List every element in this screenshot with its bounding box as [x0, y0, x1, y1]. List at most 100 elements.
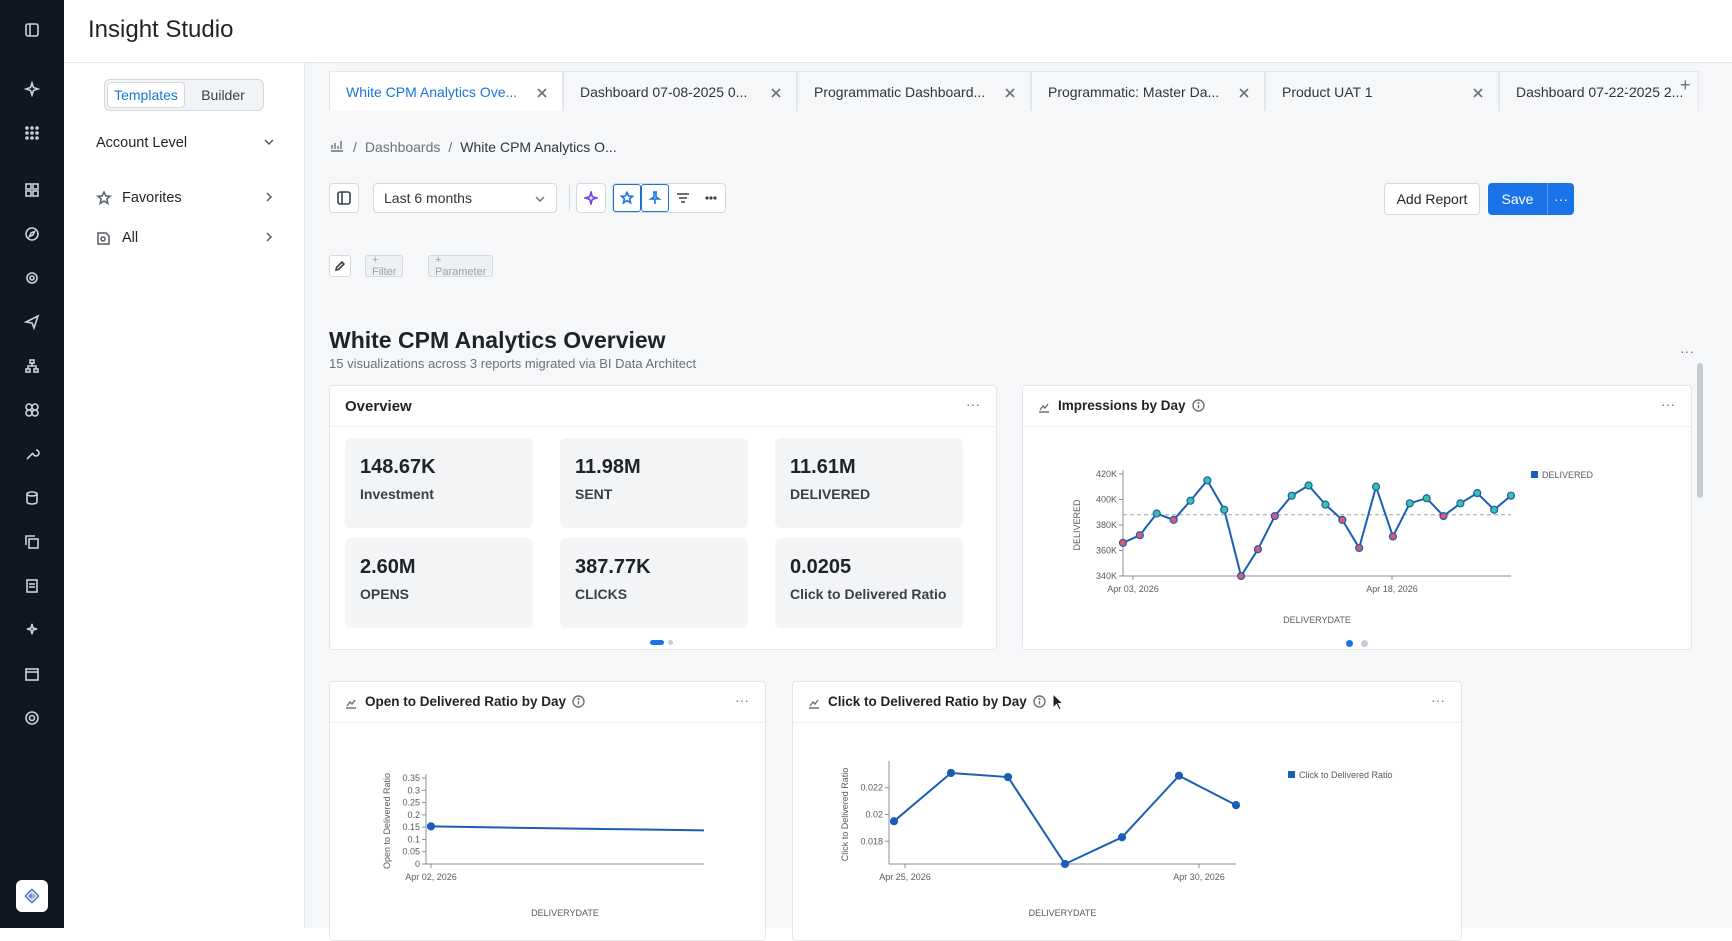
- tab-programmatic-master[interactable]: Programmatic: Master Da...: [1031, 71, 1265, 111]
- impressions-chart: 340K 360K 380K 400K 420K Apr 03, 2026 Apr 18, …: [1072, 469, 1594, 625]
- tab-white-cpm[interactable]: White CPM Analytics Ove...: [329, 71, 563, 111]
- tab-label: Product UAT 1: [1282, 83, 1373, 100]
- data-point: [1287, 491, 1296, 500]
- pagination-dots[interactable]: [1346, 640, 1372, 647]
- scrollbar[interactable]: [1697, 363, 1703, 498]
- chart-home-icon[interactable]: [329, 137, 345, 156]
- y-tick-label: 0.25: [402, 798, 420, 808]
- account-level-dropdown[interactable]: Account Level: [96, 131, 276, 155]
- tab-dashboard-0722[interactable]: Dashboard 07-22-2025 2...: [1499, 71, 1699, 111]
- data-point: [1422, 494, 1431, 503]
- calendar-icon[interactable]: [22, 664, 42, 684]
- account-level-label: Account Level: [96, 135, 188, 151]
- ai-sparkle-button[interactable]: [576, 183, 606, 213]
- legend-swatch: [1288, 771, 1295, 778]
- dashboard-icon[interactable]: [22, 180, 42, 200]
- open-ratio-chart: 0 0.05 0.1 0.15 0.2 0.25 0.3 0.35 Apr 02, 2026 DE…: [382, 773, 704, 918]
- kpi-label: DELIVERED: [790, 486, 871, 502]
- settings-icon[interactable]: [22, 708, 42, 728]
- card-menu-button[interactable]: ···: [1431, 692, 1445, 708]
- data-point: [1174, 771, 1184, 780]
- overview-card: Overview ··· 148.67K Investment 11.98M SEN…: [329, 385, 997, 650]
- close-icon[interactable]: [536, 86, 548, 98]
- apps-grid-icon[interactable]: [22, 123, 42, 143]
- add-filter-button[interactable]: + Filter: [365, 254, 404, 278]
- close-icon[interactable]: [1472, 86, 1484, 98]
- data-point: [1355, 543, 1364, 553]
- builder-toggle[interactable]: Builder: [201, 87, 245, 103]
- tab-programmatic-dashboard[interactable]: Programmatic Dashboard...: [797, 71, 1031, 111]
- data-point: [1118, 538, 1128, 547]
- favorite-star-icon[interactable]: [613, 184, 641, 212]
- info-icon[interactable]: [1191, 399, 1205, 412]
- breadcrumb: / Dashboards / White CPM Analytics O...: [329, 137, 617, 156]
- pin-icon[interactable]: [641, 184, 669, 212]
- sidebar-toggle-icon[interactable]: [22, 20, 42, 40]
- brand-logo-icon[interactable]: [16, 880, 48, 912]
- open-ratio-title: Open to Delivered Ratio by Day: [365, 694, 567, 709]
- wrench-icon[interactable]: [22, 444, 42, 464]
- series-line: [893, 772, 1236, 866]
- save-more-button[interactable]: ···: [1554, 191, 1568, 207]
- y-tick-label: 0.05: [402, 847, 420, 857]
- hierarchy-icon[interactable]: [22, 356, 42, 376]
- add-tab-button[interactable]: +: [1680, 75, 1691, 95]
- save-button[interactable]: Save: [1488, 183, 1548, 215]
- sidebar-item-favorites[interactable]: Favorites: [96, 186, 276, 210]
- card-menu-button[interactable]: ···: [966, 396, 980, 412]
- close-icon[interactable]: [1238, 86, 1250, 98]
- kpi-tile: 11.61M DELIVERED: [775, 438, 963, 528]
- card-menu-button[interactable]: ···: [1661, 396, 1675, 412]
- y-tick-label: 360K: [1096, 546, 1117, 556]
- info-icon[interactable]: [1033, 695, 1046, 708]
- templates-toggle[interactable]: Templates: [107, 82, 185, 108]
- compass-icon[interactable]: [22, 224, 42, 244]
- kpi-tile: 2.60M OPENS: [345, 538, 533, 628]
- data-point: [1456, 499, 1465, 508]
- dashboard-more-button[interactable]: ···: [1680, 343, 1694, 359]
- add-parameter-button[interactable]: + Parameter: [428, 254, 494, 278]
- x-tick-label: Apr 30, 2026: [1173, 872, 1225, 882]
- tabs-overflow-button[interactable]: ···: [1624, 79, 1638, 95]
- save-button-group: Save ···: [1488, 183, 1574, 215]
- y-tick-label: 0.022: [860, 783, 883, 793]
- pagination-dots[interactable]: [650, 640, 677, 645]
- filter-icon[interactable]: [669, 184, 697, 212]
- overview-title: Overview: [345, 398, 412, 415]
- tab-dashboard-0708[interactable]: Dashboard 07-08-2025 0...: [563, 71, 797, 111]
- palette-icon[interactable]: [22, 400, 42, 420]
- y-axis-title: Open to Delivered Ratio: [382, 773, 392, 869]
- breadcrumb-dashboards[interactable]: Dashboards: [364, 138, 441, 155]
- database-icon[interactable]: [22, 488, 42, 508]
- date-range-select[interactable]: Last 6 months: [373, 183, 557, 213]
- info-icon[interactable]: [572, 695, 585, 708]
- collapse-panel-button[interactable]: [329, 183, 359, 213]
- card-title: Overview: [345, 398, 412, 415]
- card-divider: [330, 722, 765, 723]
- x-tick-label: Apr 18, 2026: [1366, 584, 1418, 594]
- app-header: Insight Studio: [64, 0, 1732, 63]
- copy-icon[interactable]: [22, 532, 42, 552]
- series-line: [1123, 478, 1511, 578]
- y-tick-label: 420K: [1096, 469, 1117, 479]
- close-icon[interactable]: [1004, 86, 1016, 98]
- chevron-down-icon: [262, 135, 276, 149]
- legend-label: DELIVERED: [1542, 470, 1594, 480]
- more-options-icon[interactable]: [697, 184, 725, 212]
- tab-product-uat[interactable]: Product UAT 1: [1265, 71, 1499, 111]
- tab-label: White CPM Analytics Ove...: [346, 83, 516, 100]
- sparkle-icon[interactable]: [22, 79, 42, 99]
- magic-icon[interactable]: [22, 620, 42, 640]
- target-icon[interactable]: [22, 268, 42, 288]
- card-menu-button[interactable]: ···: [735, 692, 749, 708]
- date-range-value: Last 6 months: [384, 190, 472, 206]
- edit-pencil-icon[interactable]: [329, 255, 351, 277]
- send-icon[interactable]: [22, 312, 42, 332]
- kpi-label: OPENS: [360, 586, 410, 602]
- add-report-button[interactable]: Add Report: [1384, 183, 1480, 215]
- sidebar-item-all[interactable]: All: [96, 226, 276, 250]
- report-icon[interactable]: [22, 576, 42, 596]
- close-icon[interactable]: [770, 86, 782, 98]
- legend-label: Click to Delivered Ratio: [1299, 770, 1393, 780]
- kpi-tile: 11.98M SENT: [560, 438, 748, 528]
